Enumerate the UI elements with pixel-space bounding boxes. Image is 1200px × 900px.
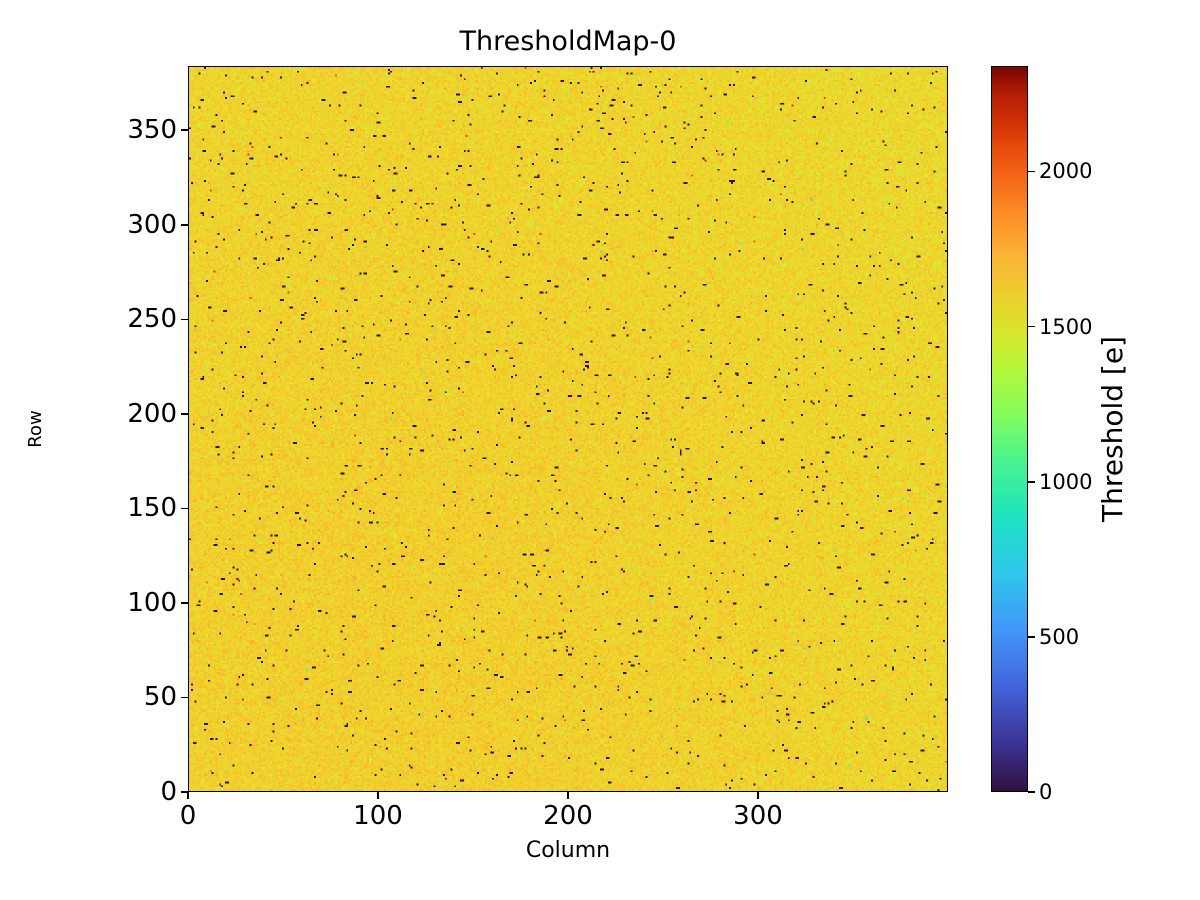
y-ticklabel: 350 [127,115,177,146]
colorbar-label: Threshold [e] [1096,336,1129,522]
y-axis-label: Row [25,410,46,448]
colorbar-tickmark [1028,636,1035,638]
x-ticklabel: 200 [543,801,593,831]
x-tickmark [377,792,379,799]
y-tickmark [181,413,188,415]
y-tickmark [181,602,188,604]
colorbar-tickmark [1028,325,1035,328]
y-tickmark [181,791,188,793]
x-tickmark [757,792,759,799]
y-ticklabel: 250 [127,304,177,335]
y-tickmark [181,696,188,699]
y-ticklabel: 150 [127,493,177,524]
colorbar-ticklabel: 1000 [1039,469,1093,494]
colorbar-ticklabel: 0 [1039,780,1053,804]
y-ticklabel: 100 [127,587,177,618]
y-ticklabel: 200 [127,398,177,429]
x-axis-label: Column [525,838,611,863]
heatmap-image [189,67,947,791]
heatmap-axes [188,66,948,792]
x-ticklabel: 0 [179,801,197,831]
y-ticklabel: 50 [143,682,177,713]
colorbar-tickmark [1028,480,1035,483]
y-tickmark [181,507,188,510]
colorbar-ticklabel: 2000 [1039,159,1093,184]
x-tickmark [567,792,569,799]
y-ticklabel: 300 [127,209,177,240]
x-tickmark [187,792,189,799]
page-title: ThresholdMap-0 [459,26,677,57]
colorbar [991,66,1028,792]
y-tickmark [181,318,188,321]
colorbar-tickmark [1028,791,1035,793]
colorbar-ticklabel: 1500 [1039,314,1093,339]
y-tickmark [181,129,188,132]
x-ticklabel: 100 [353,801,403,831]
colorbar-tickmark [1028,170,1035,173]
y-tickmark [181,224,188,226]
x-ticklabel: 300 [733,801,783,831]
y-ticklabel: 0 [160,777,177,807]
colorbar-ticklabel: 500 [1039,624,1080,649]
